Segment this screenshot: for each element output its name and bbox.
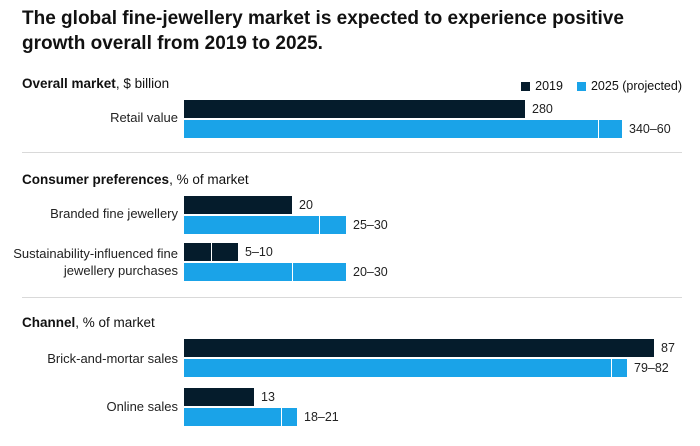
value-label-brick-and-mortar-sales-2019: 87	[661, 341, 675, 355]
value-label-retail-value-2025: 340–60	[629, 122, 671, 136]
section-unit-overall: $ billion	[123, 76, 170, 91]
bar-retail-value-2019	[184, 100, 525, 118]
bar-brick-and-mortar-sales-2019	[184, 339, 654, 357]
bar-branded-fine-jewellery-2019	[184, 196, 292, 214]
bar-online-sales-2025	[184, 408, 297, 426]
legend-item-2019: 2019	[521, 79, 563, 93]
legend: 2019 2025 (projected)	[507, 79, 682, 93]
range-tick-sustainability-influenced-fine-jewellery-purchases-2025	[292, 263, 293, 281]
category-label-online-sales: Online sales	[106, 399, 178, 414]
category-label-sustainability: Sustainability-influenced fine jewellery…	[13, 246, 178, 278]
legend-item-2025: 2025 (projected)	[576, 79, 682, 93]
value-label-sustainability-influenced-fine-jewellery-purchases-2019: 5–10	[245, 245, 273, 259]
section-label-overall: Overall market, $ billion	[22, 76, 170, 91]
section-name-overall: Overall market	[22, 76, 116, 91]
bar-sustainability-influenced-fine-jewellery-purchases-2025	[184, 263, 346, 281]
legend-swatch-2025	[576, 81, 586, 91]
bar-sustainability-influenced-fine-jewellery-purchases-2019	[184, 243, 238, 261]
bar-retail-value-2025	[184, 120, 622, 138]
section-name-channel: Channel	[22, 315, 76, 330]
value-label-retail-value-2019: 280	[532, 102, 553, 116]
section-name-preferences: Consumer preferences	[22, 172, 170, 187]
chart-title: The global fine-jewellery market is expe…	[22, 8, 624, 54]
range-tick-sustainability-influenced-fine-jewellery-purchases-2019	[211, 243, 212, 261]
bar-online-sales-2019	[184, 388, 254, 406]
legend-swatch-2019	[521, 81, 531, 91]
range-tick-online-sales-2025	[281, 408, 282, 426]
section-unit-preferences: % of market	[176, 172, 249, 187]
bar-branded-fine-jewellery-2025	[184, 216, 346, 234]
divider-1	[22, 152, 682, 153]
section-label-preferences: Consumer preferences, % of market	[22, 172, 249, 187]
divider-2	[22, 297, 682, 298]
category-label-retail-value: Retail value	[110, 110, 178, 125]
section-label-channel: Channel, % of market	[22, 315, 155, 330]
bar-brick-and-mortar-sales-2025	[184, 359, 627, 377]
legend-label-2025: 2025 (projected)	[590, 79, 682, 93]
range-tick-retail-value-2025	[598, 120, 599, 138]
value-label-branded-fine-jewellery-2025: 25–30	[353, 218, 388, 232]
section-unit-channel: % of market	[82, 315, 155, 330]
value-label-sustainability-influenced-fine-jewellery-purchases-2025: 20–30	[353, 265, 388, 279]
value-label-online-sales-2019: 13	[261, 390, 275, 404]
range-tick-branded-fine-jewellery-2025	[319, 216, 320, 234]
legend-label-2019: 2019	[535, 79, 563, 93]
range-tick-brick-and-mortar-sales-2025	[611, 359, 612, 377]
category-label-brick-and-mortar: Brick-and-mortar sales	[47, 351, 178, 366]
value-label-online-sales-2025: 18–21	[304, 410, 339, 424]
category-label-branded-fine-jewellery: Branded fine jewellery	[50, 206, 178, 221]
value-label-brick-and-mortar-sales-2025: 79–82	[634, 361, 669, 375]
value-label-branded-fine-jewellery-2019: 20	[299, 198, 313, 212]
